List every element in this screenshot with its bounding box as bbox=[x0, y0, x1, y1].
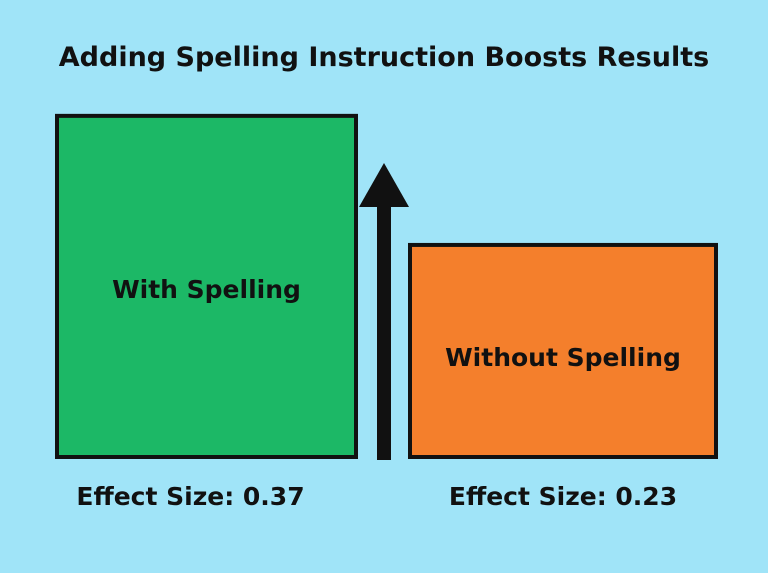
bar-value-label: Effect Size: 0.37 bbox=[76, 482, 304, 511]
bar-1 bbox=[55, 113, 358, 460]
bar-2 bbox=[408, 242, 718, 459]
chart-title: Adding Spelling Instruction Boosts Resul… bbox=[59, 42, 709, 73]
bar-category-label: With Spelling bbox=[112, 275, 301, 304]
bar-category-label: Without Spelling bbox=[445, 343, 681, 372]
up-arrow-icon bbox=[359, 163, 409, 460]
bar-value-label: Effect Size: 0.23 bbox=[449, 482, 677, 511]
